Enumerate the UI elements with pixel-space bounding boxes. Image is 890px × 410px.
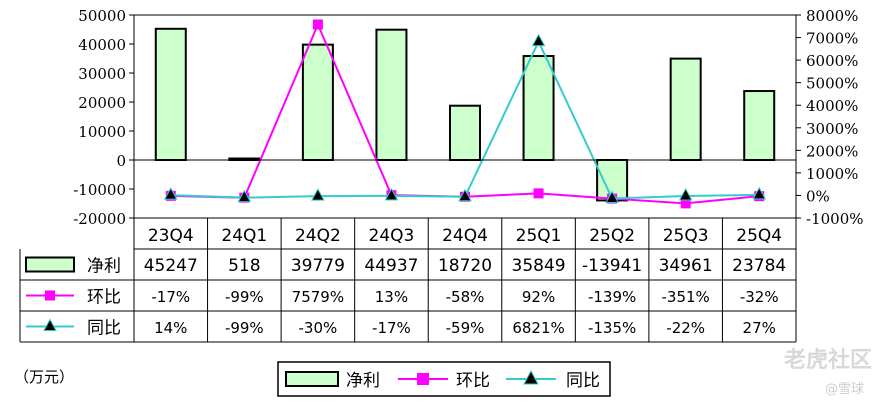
category-label: 24Q4 — [442, 226, 488, 246]
cell-net-profit: 35849 — [512, 256, 566, 276]
watermark-brand: 老虎社区 — [783, 348, 872, 373]
yoy-point — [163, 187, 178, 200]
right-tick-label: -1000% — [806, 210, 864, 228]
left-tick-label: 0 — [116, 152, 126, 170]
right-tick-label: 2000% — [806, 142, 858, 160]
bar-net-profit — [669, 57, 702, 161]
cell-net-profit: -13941 — [582, 256, 642, 276]
cell-qoq: 7579% — [292, 288, 344, 306]
row-key-swatch — [25, 256, 75, 273]
category-label: 24Q2 — [295, 226, 341, 246]
qoq-point — [312, 19, 323, 30]
cell-yoy: -17% — [372, 319, 411, 337]
yoy-point — [384, 187, 399, 201]
cell-net-profit: 23784 — [732, 256, 786, 276]
yoy-point — [458, 188, 472, 202]
legend-label-net-profit: 净利 — [346, 371, 380, 391]
axes: 50000 40000 30000 20000 10000 0 -10000 -20000 80… — [73, 7, 863, 228]
cell-net-profit: 518 — [228, 256, 260, 276]
cell-yoy: 14% — [154, 319, 187, 337]
right-tick-label: 4000% — [806, 97, 858, 115]
legend-marker-qoq — [417, 373, 429, 385]
category-label: 25Q3 — [663, 226, 709, 246]
cell-qoq: -17% — [151, 288, 190, 306]
cell-qoq: -351% — [662, 288, 710, 306]
yoy-point — [678, 187, 693, 201]
cell-yoy: 27% — [743, 319, 776, 337]
right-tick-label: 0% — [806, 187, 830, 205]
bar-net-profit — [743, 90, 776, 161]
cell-qoq: 13% — [375, 288, 408, 306]
left-tick-label: 50000 — [78, 7, 126, 25]
cell-yoy: -99% — [225, 319, 264, 337]
qoq-point — [533, 188, 544, 199]
cell-net-profit: 18720 — [438, 256, 492, 276]
cell-yoy: -135% — [588, 319, 636, 337]
yoy-point — [605, 190, 619, 203]
category-label: 25Q4 — [736, 226, 782, 246]
yoy-point — [752, 186, 767, 200]
right-tick-label: 5000% — [806, 75, 858, 93]
cell-yoy: -30% — [299, 319, 338, 337]
chart-legend: 净利 环比 同比 — [277, 361, 611, 397]
legend-swatch-net-profit — [285, 371, 339, 387]
bar-net-profit — [449, 104, 481, 161]
cell-net-profit: 45247 — [144, 256, 198, 276]
bar-net-profit — [375, 28, 408, 162]
right-tick-label: 8000% — [806, 7, 858, 25]
cell-yoy: -59% — [446, 319, 485, 337]
right-tick-label: 7000% — [806, 30, 858, 48]
legend-marker-yoy — [523, 369, 539, 385]
bar-net-profit — [154, 27, 187, 161]
left-tick-label: 30000 — [78, 65, 126, 83]
right-tick-label: 6000% — [806, 52, 858, 70]
row-key-marker — [43, 318, 57, 331]
left-tick-label: 40000 — [78, 36, 126, 54]
right-tick-label: 3000% — [806, 120, 858, 138]
row-key-label: 环比 — [87, 288, 121, 308]
watermark-author: @雪球 — [824, 382, 864, 397]
category-label: 23Q4 — [148, 226, 194, 246]
row-key-label: 净利 — [87, 257, 121, 277]
category-label: 24Q3 — [369, 226, 415, 246]
row-key-label: 同比 — [87, 319, 121, 339]
cell-qoq: 92% — [522, 288, 555, 306]
cell-net-profit: 34961 — [659, 256, 713, 276]
yoy-point — [237, 189, 252, 203]
legend-label-qoq: 环比 — [456, 371, 490, 391]
qoq-point — [680, 198, 691, 209]
data-table: 23Q4 24Q1 24Q2 24Q3 24Q4 25Q1 25Q2 25Q3 25Q4 净利环比… — [19, 218, 797, 343]
right-tick-label: 1000% — [806, 165, 858, 183]
left-tick-label: 10000 — [78, 123, 126, 141]
left-tick-label: -10000 — [73, 181, 126, 199]
cell-qoq: -58% — [446, 288, 485, 306]
cell-yoy: 6821% — [512, 319, 564, 337]
yoy-point — [531, 33, 546, 47]
yoy-point — [311, 188, 325, 201]
plot-frame — [133, 14, 797, 219]
row-key-marker — [45, 290, 55, 301]
bar-net-profit — [301, 43, 334, 161]
left-tick-label: -20000 — [73, 210, 126, 228]
cell-yoy: -22% — [666, 319, 705, 337]
left-tick-label: 20000 — [78, 94, 126, 112]
plot-area — [154, 19, 776, 209]
cell-qoq: -99% — [225, 288, 264, 306]
cell-qoq: -139% — [588, 288, 636, 306]
cell-qoq: -32% — [740, 288, 779, 306]
cell-net-profit: 39779 — [291, 256, 345, 276]
category-label: 25Q2 — [589, 226, 635, 246]
category-label: 24Q1 — [221, 226, 267, 246]
unit-label: （万元） — [14, 368, 75, 386]
legend-label-yoy: 同比 — [566, 371, 600, 391]
bar-net-profit — [522, 55, 555, 161]
category-label: 25Q1 — [516, 226, 562, 246]
cell-net-profit: 44937 — [364, 256, 418, 276]
